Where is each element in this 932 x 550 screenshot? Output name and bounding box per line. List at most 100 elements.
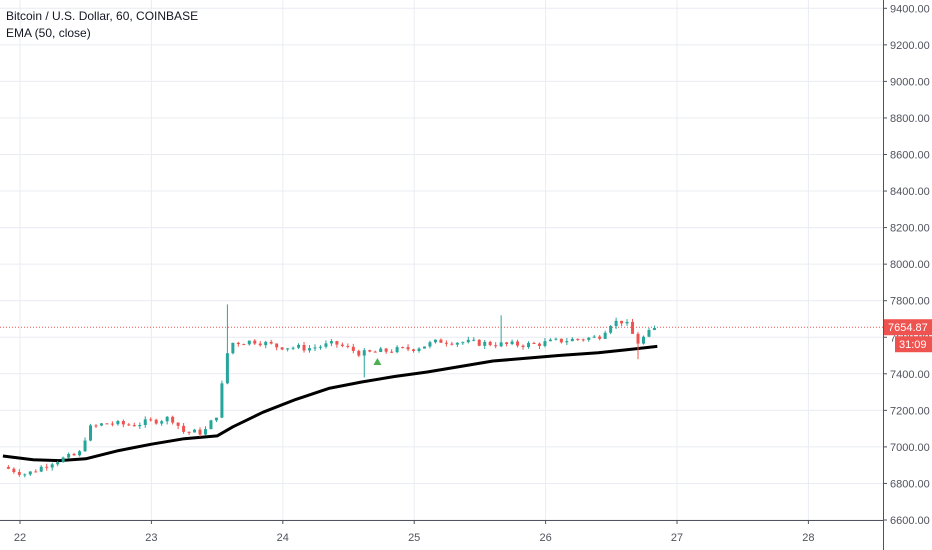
candle-body[interactable] [176, 422, 180, 426]
candle-body[interactable] [302, 344, 306, 351]
candle-body[interactable] [433, 339, 437, 343]
candle-body[interactable] [636, 333, 640, 344]
candle-body[interactable] [83, 440, 87, 452]
candle-body[interactable] [56, 462, 60, 465]
candle-body[interactable] [231, 342, 235, 354]
candle-body[interactable] [592, 336, 596, 338]
candle-body[interactable] [543, 341, 547, 346]
candle-body[interactable] [510, 341, 514, 344]
candle-body[interactable] [313, 347, 317, 349]
candle-body[interactable] [647, 330, 651, 337]
candle-body[interactable] [39, 466, 43, 472]
candle-body[interactable] [609, 326, 613, 333]
candle-body[interactable] [105, 423, 109, 425]
candle-body[interactable] [209, 420, 213, 430]
candle-body[interactable] [225, 353, 229, 384]
candle-body[interactable] [455, 342, 459, 345]
candle-body[interactable] [94, 425, 98, 427]
candle-body[interactable] [198, 429, 202, 435]
candle-body[interactable] [318, 346, 322, 348]
candle-body[interactable] [182, 425, 186, 432]
candle-body[interactable] [78, 451, 82, 456]
candle-body[interactable] [89, 425, 93, 441]
candle-body[interactable] [401, 347, 405, 349]
candle-body[interactable] [6, 467, 10, 469]
candle-body[interactable] [357, 350, 361, 356]
candle-body[interactable] [187, 431, 191, 433]
candle-body[interactable] [521, 345, 525, 348]
candle-body[interactable] [149, 419, 153, 421]
candle-body[interactable] [406, 347, 410, 350]
candle-body[interactable] [652, 327, 656, 331]
ema-line[interactable] [2, 344, 658, 463]
candle-body[interactable] [116, 421, 120, 425]
candle-body[interactable] [138, 424, 142, 427]
candle-body[interactable] [160, 421, 164, 424]
candle-body[interactable] [614, 320, 618, 327]
candle-body[interactable] [581, 339, 585, 341]
candle-body[interactable] [291, 347, 295, 349]
candle-body[interactable] [631, 321, 635, 334]
candle-body[interactable] [193, 429, 197, 433]
candle-body[interactable] [72, 453, 76, 456]
candle-body[interactable] [214, 417, 218, 421]
candle-body[interactable] [384, 348, 388, 352]
candle-body[interactable] [127, 424, 131, 426]
candle-body[interactable] [505, 342, 509, 344]
candle-body[interactable] [264, 341, 268, 346]
candle-body[interactable] [472, 339, 476, 341]
candle-body[interactable] [412, 349, 416, 352]
candle-body[interactable] [379, 348, 383, 353]
candle-body[interactable] [641, 336, 645, 344]
candle-body[interactable] [362, 350, 366, 356]
candle-body[interactable] [565, 341, 569, 343]
candle-body[interactable] [171, 416, 175, 423]
candle-body[interactable] [28, 471, 32, 475]
candle-body[interactable] [335, 341, 339, 345]
candle-body[interactable] [461, 342, 465, 344]
candle-body[interactable] [324, 343, 328, 347]
candle-body[interactable] [598, 336, 602, 339]
candle-body[interactable] [532, 342, 536, 344]
candle-body[interactable] [559, 338, 563, 343]
candle-body[interactable] [61, 457, 65, 463]
candle-body[interactable] [390, 351, 394, 353]
candle-body[interactable] [203, 429, 207, 435]
candle-body[interactable] [570, 338, 574, 342]
candle-body[interactable] [99, 423, 103, 426]
candle-body[interactable] [45, 466, 49, 468]
candle-body[interactable] [275, 343, 279, 348]
candle-body[interactable] [154, 419, 158, 424]
candle-body[interactable] [527, 342, 531, 348]
candle-body[interactable] [280, 347, 284, 350]
candle-body[interactable] [466, 339, 470, 343]
candle-body[interactable] [483, 341, 487, 346]
candle-body[interactable] [516, 341, 520, 346]
candle-body[interactable] [395, 347, 399, 353]
candle-body[interactable] [346, 345, 350, 347]
candle-body[interactable] [373, 351, 377, 353]
candle-body[interactable] [297, 344, 301, 348]
candle-body[interactable] [286, 348, 290, 350]
candle-body[interactable] [258, 343, 262, 346]
candle-body[interactable] [17, 472, 21, 475]
candle-body[interactable] [439, 339, 443, 343]
candle-body[interactable] [548, 339, 552, 342]
candle-body[interactable] [417, 348, 421, 352]
candle-body[interactable] [269, 341, 273, 344]
candle-body[interactable] [253, 340, 257, 344]
candle-body[interactable] [499, 342, 503, 347]
candle-body[interactable] [450, 343, 454, 345]
candle-body[interactable] [428, 342, 432, 347]
candle-body[interactable] [247, 340, 251, 345]
candle-body[interactable] [236, 342, 240, 345]
candle-body[interactable] [422, 346, 426, 349]
candle-body[interactable] [132, 425, 136, 427]
candle-body[interactable] [603, 332, 607, 339]
candle-body[interactable] [34, 471, 38, 473]
candle-body[interactable] [625, 321, 629, 324]
candle-body[interactable] [351, 346, 355, 351]
candle-body[interactable] [242, 344, 246, 346]
ema-indicator-label[interactable]: EMA (50, close) [6, 26, 91, 40]
